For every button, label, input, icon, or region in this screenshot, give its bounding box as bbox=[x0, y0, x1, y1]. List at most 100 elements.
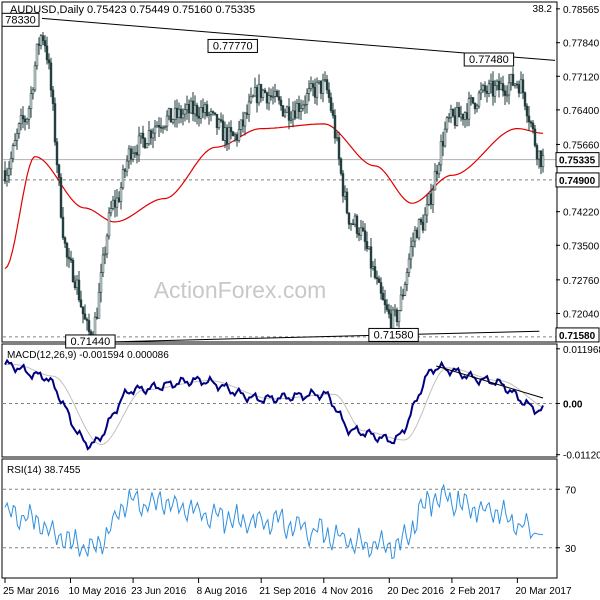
annotation-box bbox=[368, 327, 419, 342]
candle-body bbox=[519, 79, 523, 94]
candle-body bbox=[237, 129, 241, 141]
candle-body bbox=[51, 89, 55, 104]
candle-body bbox=[75, 279, 79, 289]
candle-body bbox=[71, 259, 75, 283]
candle-body bbox=[485, 90, 489, 94]
candle-body bbox=[337, 137, 341, 160]
candle-body bbox=[325, 79, 329, 91]
candle-body bbox=[181, 113, 185, 119]
candle-body bbox=[57, 164, 61, 178]
candle-body bbox=[45, 45, 49, 61]
candle-body bbox=[163, 125, 167, 128]
candle-body bbox=[395, 309, 399, 323]
candle-body bbox=[341, 173, 345, 197]
candle-body bbox=[23, 118, 27, 123]
candle-body bbox=[475, 105, 479, 110]
candle-body bbox=[169, 108, 173, 123]
macd-tick-label: 0.00 bbox=[563, 399, 583, 410]
candle-body bbox=[235, 134, 239, 141]
candle-body bbox=[443, 128, 447, 147]
price-tick-label: 0.75660 bbox=[563, 140, 600, 151]
moving-average bbox=[4, 123, 544, 270]
candle-body bbox=[381, 293, 385, 301]
candle-body bbox=[411, 240, 415, 247]
price-trendline-2 bbox=[90, 330, 540, 343]
annotation-box bbox=[1, 12, 40, 27]
candle-body bbox=[433, 170, 437, 191]
candle-body bbox=[487, 83, 491, 94]
symbol-header: AUDUSD,Daily 0.75423 0.75449 0.75160 0.7… bbox=[10, 4, 255, 16]
candle-body bbox=[355, 215, 359, 234]
candle-body bbox=[501, 83, 505, 92]
candle-body bbox=[467, 98, 471, 120]
candle-body bbox=[79, 299, 83, 308]
candle-body bbox=[323, 79, 327, 81]
candle-body bbox=[115, 197, 119, 208]
rsi-series bbox=[3, 483, 556, 560]
candle-body bbox=[229, 127, 233, 133]
candle-body bbox=[197, 115, 201, 119]
candle-body bbox=[147, 130, 151, 145]
candle-body bbox=[201, 107, 205, 113]
candle-body bbox=[113, 199, 117, 208]
candle-body bbox=[167, 108, 171, 117]
candle-body bbox=[261, 89, 265, 98]
candle-body bbox=[105, 235, 109, 255]
candle-body bbox=[403, 284, 407, 296]
candle-body bbox=[193, 104, 197, 115]
rsi-label: RSI(14) 38.7455 bbox=[7, 465, 81, 476]
candle-body bbox=[303, 104, 307, 106]
candle-body bbox=[151, 132, 155, 139]
date-tick-label: 20 Dec 2016 bbox=[387, 586, 444, 597]
candle-body bbox=[537, 150, 541, 160]
candle-body bbox=[99, 272, 103, 293]
candle-body bbox=[453, 115, 457, 126]
candlestick-series bbox=[3, 31, 545, 347]
macd-trendline bbox=[436, 365, 544, 399]
candle-body bbox=[493, 85, 497, 97]
candle-body bbox=[413, 229, 417, 242]
candle-body bbox=[361, 227, 365, 231]
candle-body bbox=[499, 83, 503, 91]
candle-body bbox=[333, 115, 337, 139]
candle-body bbox=[101, 254, 105, 273]
candle-body bbox=[363, 230, 367, 242]
candle-body bbox=[227, 127, 231, 144]
candle-body bbox=[25, 119, 29, 123]
candle-body bbox=[255, 87, 259, 104]
candle-body bbox=[123, 169, 127, 172]
candle-body bbox=[179, 108, 183, 119]
candle-body bbox=[135, 152, 139, 156]
annotation-label: 0.71580 bbox=[374, 329, 414, 341]
candle-body bbox=[509, 74, 513, 84]
candle-body bbox=[391, 309, 395, 330]
candle-body bbox=[373, 266, 377, 278]
candle-body bbox=[55, 141, 59, 166]
candle-body bbox=[483, 85, 487, 92]
price-tick-label: 0.76400 bbox=[563, 106, 600, 117]
candle-body bbox=[465, 112, 469, 120]
candle-body bbox=[321, 79, 325, 94]
candle-body bbox=[535, 145, 539, 160]
candle-body bbox=[369, 246, 373, 269]
candle-body bbox=[305, 93, 309, 105]
candle-body bbox=[331, 110, 335, 116]
candle-body bbox=[385, 304, 389, 310]
rsi-tick-label: 70 bbox=[565, 485, 577, 496]
candle-body bbox=[377, 278, 381, 283]
candle-body bbox=[401, 294, 405, 297]
candle-body bbox=[539, 150, 543, 168]
price-tick-label: 0.77840 bbox=[563, 39, 600, 50]
date-tick-label: 20 Mar 2017 bbox=[515, 586, 572, 597]
candle-body bbox=[439, 141, 443, 166]
candle-body bbox=[427, 193, 431, 205]
date-tick-label: 4 Nov 2016 bbox=[322, 586, 374, 597]
candle-body bbox=[37, 43, 41, 46]
candle-body bbox=[365, 241, 369, 250]
candle-body bbox=[103, 253, 107, 256]
candle-body bbox=[437, 164, 441, 175]
candle-body bbox=[187, 104, 191, 114]
candle-body bbox=[195, 104, 199, 117]
candle-body bbox=[347, 212, 351, 225]
candle-body bbox=[295, 103, 299, 119]
